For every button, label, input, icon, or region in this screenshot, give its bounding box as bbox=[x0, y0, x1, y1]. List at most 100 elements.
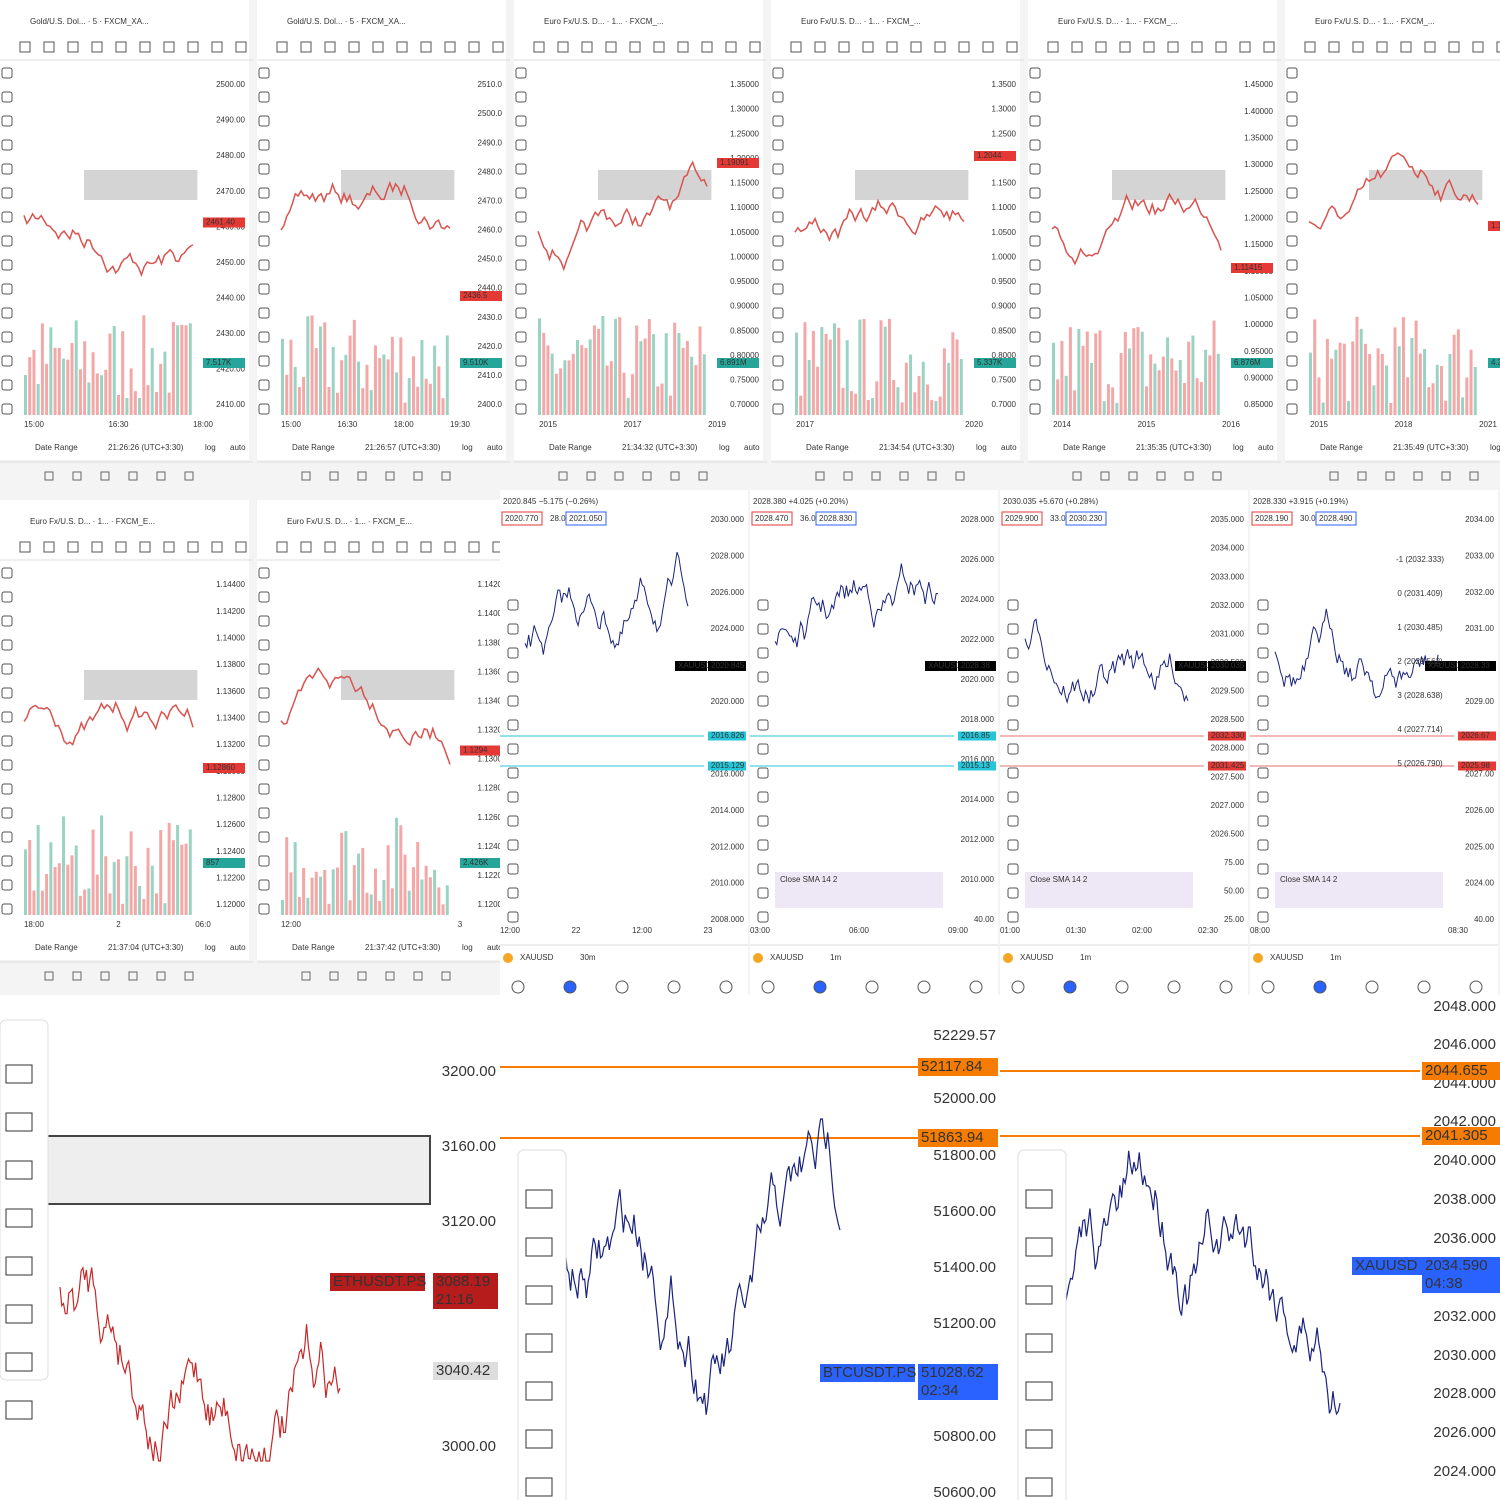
tool-icon[interactable] bbox=[235, 41, 247, 53]
side-tool-icon[interactable] bbox=[507, 815, 519, 827]
tool-icon[interactable] bbox=[525, 1237, 553, 1257]
nav-icon[interactable] bbox=[1365, 980, 1379, 994]
side-tool-icon[interactable] bbox=[515, 355, 527, 367]
tool-icon[interactable] bbox=[1143, 41, 1155, 53]
side-tool-icon[interactable] bbox=[1029, 307, 1041, 319]
side-tool-icon[interactable] bbox=[1007, 815, 1019, 827]
playback-button[interactable] bbox=[899, 471, 909, 481]
side-tool-icon[interactable] bbox=[772, 355, 784, 367]
side-tool-icon[interactable] bbox=[258, 879, 270, 891]
side-tool-icon[interactable] bbox=[772, 91, 784, 103]
side-tool-icon[interactable] bbox=[258, 903, 270, 915]
tool-icon[interactable] bbox=[348, 541, 360, 553]
side-tool-icon[interactable] bbox=[1007, 911, 1019, 923]
side-tool-icon[interactable] bbox=[757, 815, 769, 827]
tool-icon[interactable] bbox=[525, 1477, 553, 1497]
tool-icon[interactable] bbox=[444, 541, 456, 553]
tool-icon[interactable] bbox=[115, 41, 127, 53]
side-tool-icon[interactable] bbox=[258, 307, 270, 319]
side-tool-icon[interactable] bbox=[258, 831, 270, 843]
side-tool-icon[interactable] bbox=[1, 283, 13, 295]
symbol[interactable]: XAUUSD bbox=[520, 953, 554, 962]
interval[interactable]: 1m bbox=[1330, 953, 1341, 962]
tool-icon[interactable] bbox=[1263, 41, 1275, 53]
side-tool-icon[interactable] bbox=[757, 887, 769, 899]
tool-icon[interactable] bbox=[1071, 41, 1083, 53]
tool-icon[interactable] bbox=[677, 41, 689, 53]
side-tool-icon[interactable] bbox=[1029, 331, 1041, 343]
tool-icon[interactable] bbox=[276, 541, 288, 553]
playback-button[interactable] bbox=[385, 471, 395, 481]
side-tool-icon[interactable] bbox=[1, 711, 13, 723]
side-tool-icon[interactable] bbox=[515, 163, 527, 175]
side-tool-icon[interactable] bbox=[515, 91, 527, 103]
tool-icon[interactable] bbox=[324, 541, 336, 553]
tool-icon[interactable] bbox=[1304, 41, 1316, 53]
tool-icon[interactable] bbox=[420, 541, 432, 553]
playback-button[interactable] bbox=[1441, 471, 1451, 481]
tool-icon[interactable] bbox=[396, 541, 408, 553]
playback-button[interactable] bbox=[44, 971, 54, 981]
tool-icon[interactable] bbox=[43, 41, 55, 53]
tool-icon[interactable] bbox=[1448, 41, 1460, 53]
tool-icon[interactable] bbox=[163, 41, 175, 53]
side-tool-icon[interactable] bbox=[1, 331, 13, 343]
side-tool-icon[interactable] bbox=[258, 259, 270, 271]
playback-button[interactable] bbox=[642, 471, 652, 481]
side-tool-icon[interactable] bbox=[515, 307, 527, 319]
side-tool-icon[interactable] bbox=[258, 187, 270, 199]
side-tool-icon[interactable] bbox=[507, 671, 519, 683]
playback-button[interactable] bbox=[698, 471, 708, 481]
nav-icon[interactable] bbox=[1063, 980, 1077, 994]
nav-icon[interactable] bbox=[719, 980, 733, 994]
nav-icon[interactable] bbox=[1115, 980, 1129, 994]
nav-icon[interactable] bbox=[1469, 980, 1483, 994]
symbol[interactable]: XAUUSD bbox=[1020, 953, 1054, 962]
side-tool-icon[interactable] bbox=[1, 163, 13, 175]
tool-icon[interactable] bbox=[934, 41, 946, 53]
tool-icon[interactable] bbox=[1328, 41, 1340, 53]
playback-button[interactable] bbox=[843, 471, 853, 481]
side-tool-icon[interactable] bbox=[1286, 259, 1298, 271]
tool-icon[interactable] bbox=[139, 541, 151, 553]
side-tool-icon[interactable] bbox=[515, 283, 527, 295]
playback-button[interactable] bbox=[1184, 471, 1194, 481]
tool-icon[interactable] bbox=[163, 541, 175, 553]
tool-icon[interactable] bbox=[468, 541, 480, 553]
tool-icon[interactable] bbox=[468, 41, 480, 53]
playback-button[interactable] bbox=[413, 971, 423, 981]
tool-icon[interactable] bbox=[982, 41, 994, 53]
side-tool-icon[interactable] bbox=[507, 719, 519, 731]
tool-icon[interactable] bbox=[1496, 41, 1500, 53]
tool-icon[interactable] bbox=[1047, 41, 1059, 53]
side-tool-icon[interactable] bbox=[1, 591, 13, 603]
playback-button[interactable] bbox=[329, 471, 339, 481]
tool-icon[interactable] bbox=[749, 41, 761, 53]
side-tool-icon[interactable] bbox=[515, 259, 527, 271]
side-tool-icon[interactable] bbox=[1286, 331, 1298, 343]
side-tool-icon[interactable] bbox=[258, 211, 270, 223]
playback-button[interactable] bbox=[128, 471, 138, 481]
side-tool-icon[interactable] bbox=[772, 163, 784, 175]
side-tool-icon[interactable] bbox=[1007, 791, 1019, 803]
side-tool-icon[interactable] bbox=[1029, 187, 1041, 199]
tool-icon[interactable] bbox=[276, 41, 288, 53]
side-tool-icon[interactable] bbox=[507, 839, 519, 851]
side-tool-icon[interactable] bbox=[772, 139, 784, 151]
side-tool-icon[interactable] bbox=[1286, 91, 1298, 103]
tool-icon[interactable] bbox=[525, 1333, 553, 1353]
side-tool-icon[interactable] bbox=[1007, 767, 1019, 779]
side-tool-icon[interactable] bbox=[772, 115, 784, 127]
side-tool-icon[interactable] bbox=[507, 623, 519, 635]
playback-button[interactable] bbox=[586, 471, 596, 481]
playback-button[interactable] bbox=[329, 971, 339, 981]
side-tool-icon[interactable] bbox=[1257, 839, 1269, 851]
side-tool-icon[interactable] bbox=[258, 331, 270, 343]
side-tool-icon[interactable] bbox=[258, 759, 270, 771]
side-tool-icon[interactable] bbox=[1029, 163, 1041, 175]
playback-button[interactable] bbox=[614, 471, 624, 481]
side-tool-icon[interactable] bbox=[1007, 719, 1019, 731]
side-tool-icon[interactable] bbox=[1, 687, 13, 699]
side-tool-icon[interactable] bbox=[1007, 743, 1019, 755]
side-tool-icon[interactable] bbox=[1007, 863, 1019, 875]
